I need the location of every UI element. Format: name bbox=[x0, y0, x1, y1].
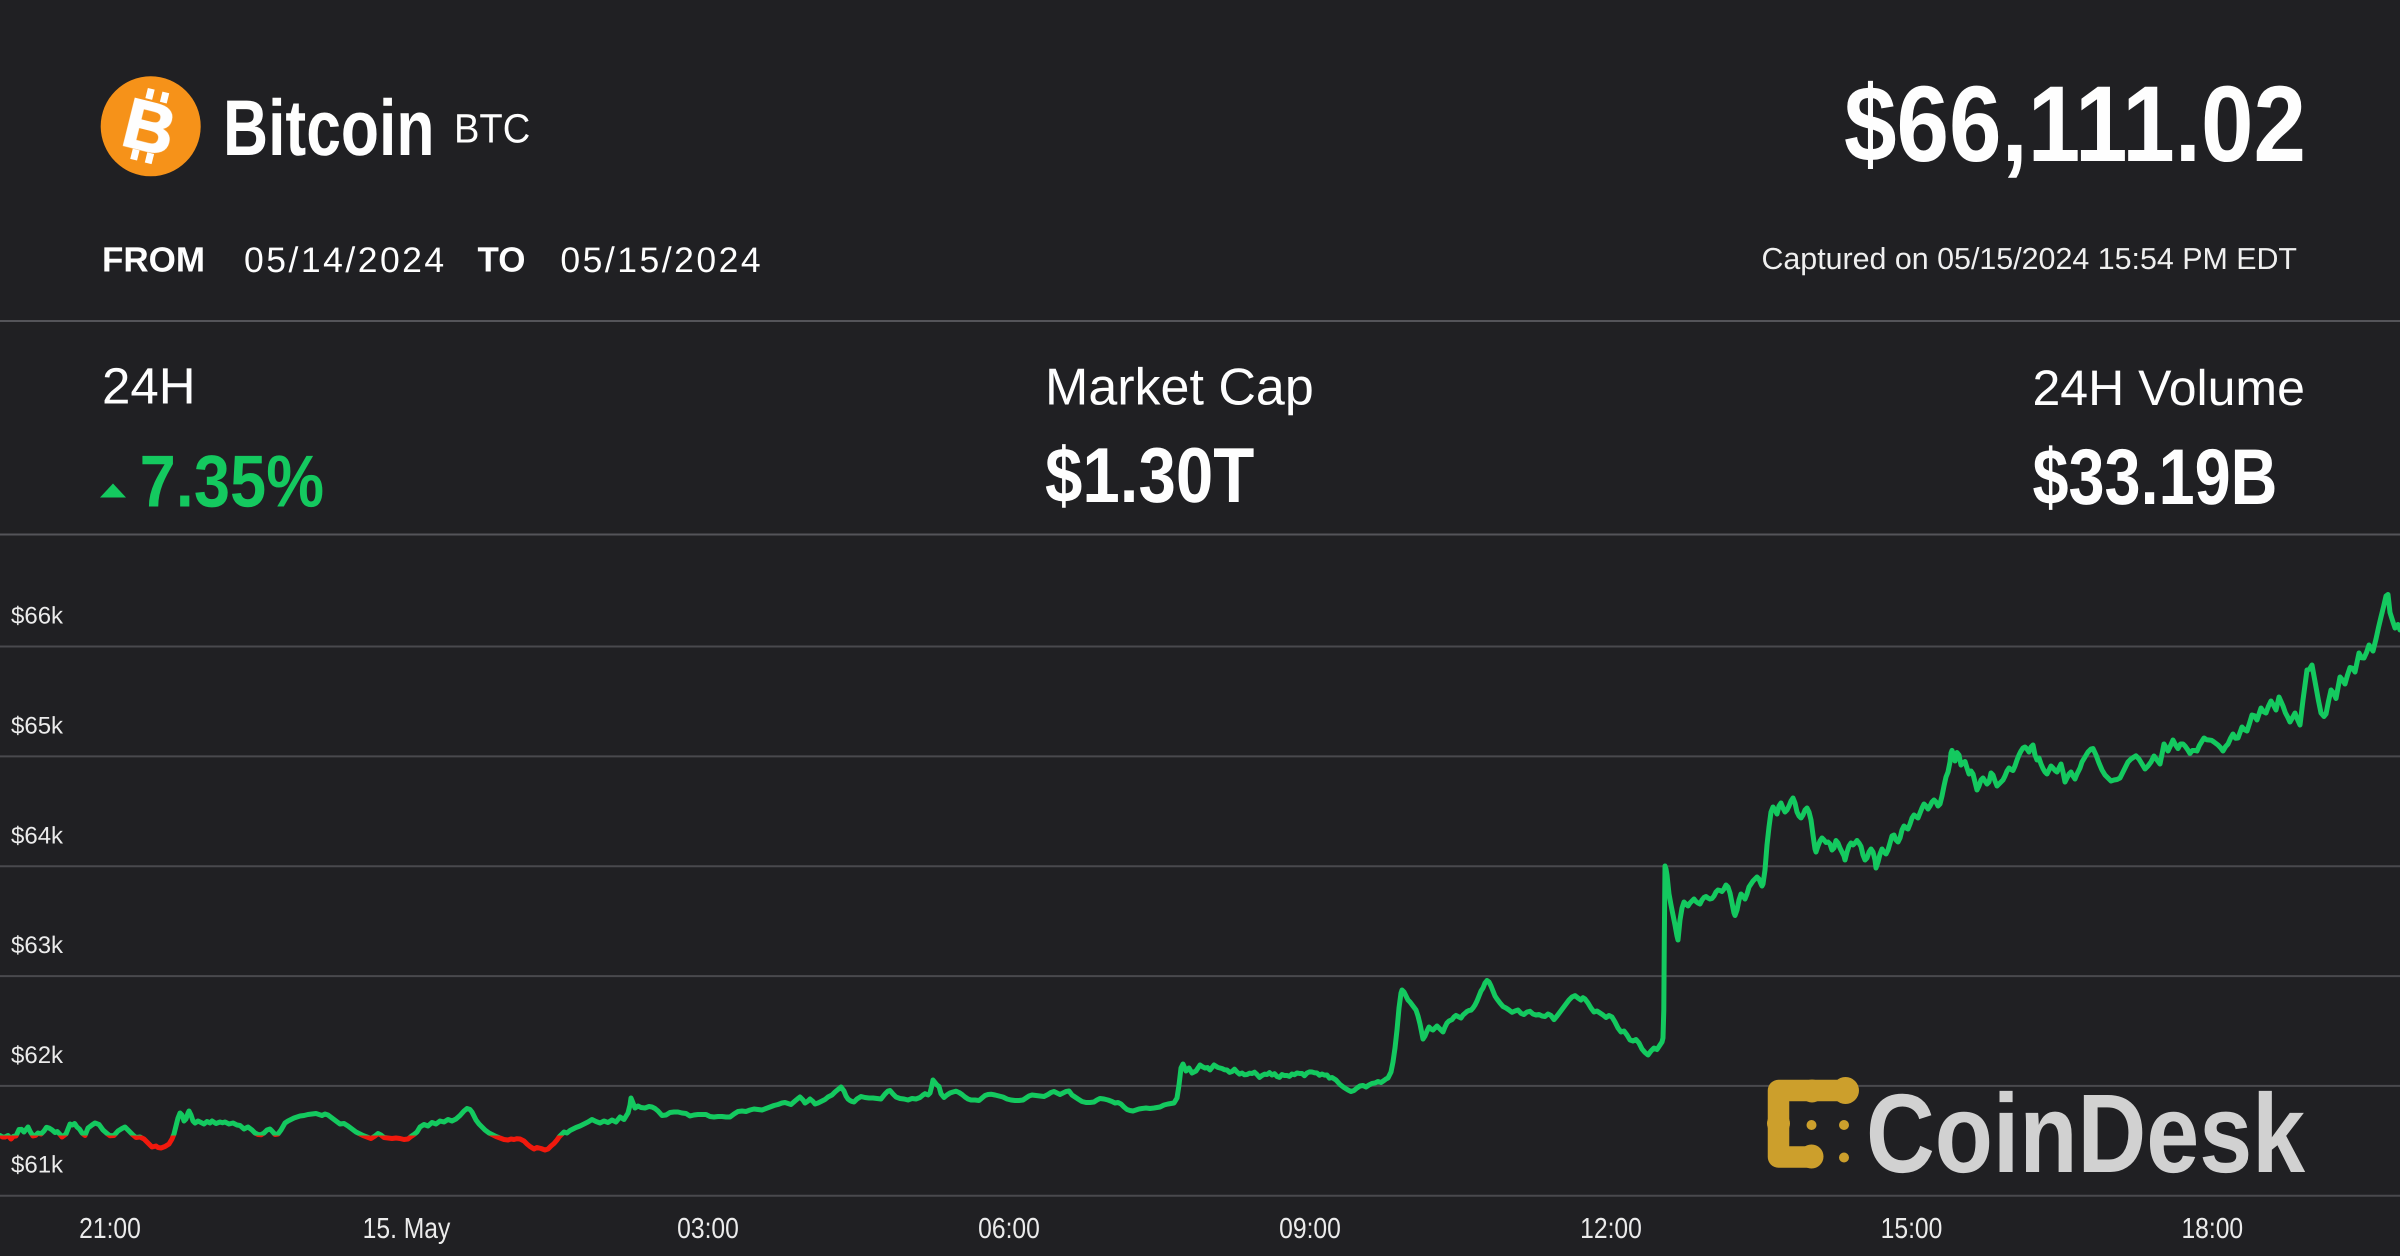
svg-text:06:00: 06:00 bbox=[978, 1213, 1040, 1245]
svg-text:$65k: $65k bbox=[11, 712, 64, 739]
svg-text:Captured on 05/15/2024 15:54 P: Captured on 05/15/2024 15:54 PM EDT bbox=[1761, 242, 2297, 276]
svg-text:Market Cap: Market Cap bbox=[1045, 359, 1314, 417]
svg-text:$66k: $66k bbox=[11, 603, 64, 630]
svg-text:$62k: $62k bbox=[11, 1042, 64, 1069]
svg-text:12:00: 12:00 bbox=[1580, 1213, 1642, 1245]
svg-text:$1.30T: $1.30T bbox=[1045, 431, 1254, 519]
svg-text:$33.19B: $33.19B bbox=[2033, 432, 2278, 521]
svg-text:03:00: 03:00 bbox=[677, 1213, 739, 1245]
svg-text:21:00: 21:00 bbox=[79, 1213, 141, 1245]
svg-text:Bitcoin: Bitcoin bbox=[223, 83, 434, 172]
svg-text:24H Volume: 24H Volume bbox=[2033, 360, 2305, 416]
svg-text:FROM: FROM bbox=[102, 240, 205, 279]
svg-text:09:00: 09:00 bbox=[1279, 1213, 1341, 1245]
svg-text:$63k: $63k bbox=[11, 932, 64, 959]
svg-text:TO: TO bbox=[478, 240, 526, 279]
svg-text:05/15/2024: 05/15/2024 bbox=[560, 240, 763, 280]
svg-text:CoinDesk: CoinDesk bbox=[1866, 1071, 2306, 1196]
svg-text:15. May: 15. May bbox=[363, 1213, 451, 1245]
svg-text:BTC: BTC bbox=[454, 106, 530, 152]
svg-text:7.35%: 7.35% bbox=[140, 440, 324, 523]
svg-text:18:00: 18:00 bbox=[2181, 1213, 2243, 1245]
svg-text:24H: 24H bbox=[102, 358, 196, 415]
svg-text:15:00: 15:00 bbox=[1881, 1213, 1943, 1245]
svg-text:$61k: $61k bbox=[11, 1152, 64, 1179]
svg-text:05/14/2024: 05/14/2024 bbox=[244, 240, 447, 280]
svg-text:$66,111.02: $66,111.02 bbox=[1844, 63, 2306, 184]
svg-text:$64k: $64k bbox=[11, 822, 64, 849]
